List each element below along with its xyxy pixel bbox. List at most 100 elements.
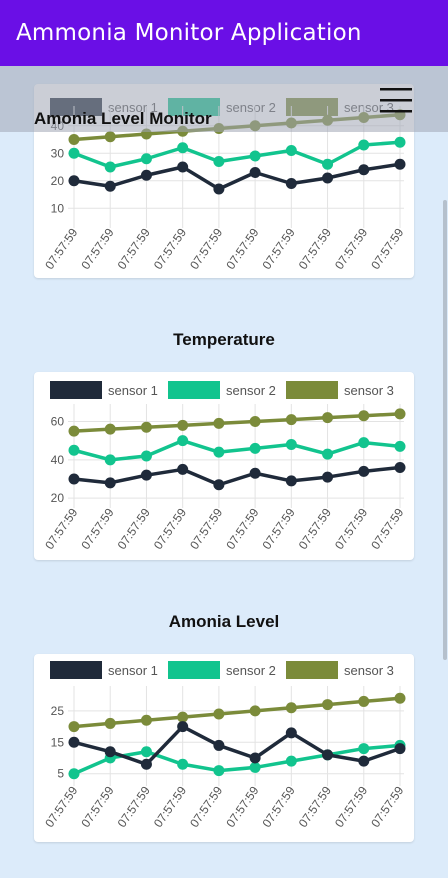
data-point-sensor-3[interactable]: [358, 695, 370, 707]
data-point-sensor-1[interactable]: [394, 462, 406, 473]
data-point-sensor-1[interactable]: [249, 467, 261, 479]
data-point-sensor-1[interactable]: [322, 749, 334, 761]
data-point-sensor-3[interactable]: [394, 692, 406, 704]
data-point-sensor-2[interactable]: [177, 435, 189, 447]
data-point-sensor-2[interactable]: [177, 142, 189, 154]
legend-swatch-2[interactable]: [168, 661, 220, 679]
legend-swatch-2[interactable]: [168, 381, 220, 399]
hamburger-menu-icon[interactable]: [378, 86, 414, 116]
data-point-sensor-2[interactable]: [322, 158, 334, 170]
data-point-sensor-1[interactable]: [358, 465, 370, 477]
legend-label-1[interactable]: sensor 1: [108, 663, 158, 678]
y-tick-label: 60: [51, 415, 65, 429]
data-point-sensor-2[interactable]: [177, 758, 189, 770]
data-point-sensor-3[interactable]: [249, 705, 261, 717]
data-point-sensor-3[interactable]: [104, 131, 116, 143]
data-point-sensor-1[interactable]: [213, 479, 225, 491]
data-point-sensor-1[interactable]: [394, 158, 406, 170]
legend-swatch-1[interactable]: [50, 661, 102, 679]
data-point-sensor-1[interactable]: [249, 167, 261, 178]
data-point-sensor-2[interactable]: [285, 755, 297, 767]
data-point-sensor-3[interactable]: [249, 416, 261, 427]
data-point-sensor-3[interactable]: [213, 417, 225, 429]
legend-label-3[interactable]: sensor 3: [344, 383, 394, 398]
data-point-sensor-2[interactable]: [394, 440, 406, 452]
data-point-sensor-2[interactable]: [104, 454, 116, 466]
data-point-sensor-1[interactable]: [68, 473, 80, 485]
y-tick-label: 20: [51, 491, 65, 505]
data-point-sensor-2[interactable]: [249, 442, 261, 454]
x-tick-label: 07:57:59: [187, 783, 225, 830]
data-point-sensor-1[interactable]: [104, 180, 116, 192]
data-point-sensor-2[interactable]: [213, 446, 225, 458]
data-point-sensor-2[interactable]: [68, 444, 80, 456]
scrollbar[interactable]: [443, 200, 447, 660]
data-point-sensor-1[interactable]: [177, 161, 189, 173]
data-point-sensor-3[interactable]: [104, 423, 116, 435]
data-point-sensor-3[interactable]: [322, 412, 334, 424]
x-tick-label: 07:57:59: [332, 783, 370, 830]
data-point-sensor-2[interactable]: [140, 746, 152, 758]
data-point-sensor-1[interactable]: [249, 752, 261, 764]
legend-label-3[interactable]: sensor 3: [344, 663, 394, 678]
legend-swatch-3[interactable]: [286, 381, 338, 399]
data-point-sensor-1[interactable]: [285, 475, 297, 487]
data-point-sensor-2[interactable]: [68, 147, 80, 159]
legend-label-2[interactable]: sensor 2: [226, 663, 276, 678]
data-point-sensor-3[interactable]: [285, 702, 297, 714]
data-point-sensor-2[interactable]: [104, 161, 116, 173]
data-point-sensor-2[interactable]: [358, 437, 370, 449]
data-point-sensor-3[interactable]: [322, 699, 334, 711]
data-point-sensor-2[interactable]: [358, 139, 370, 151]
data-point-sensor-3[interactable]: [177, 419, 189, 431]
legend-swatch-3[interactable]: [286, 661, 338, 679]
legend-label-1[interactable]: sensor 1: [108, 383, 158, 398]
data-point-sensor-1[interactable]: [358, 755, 370, 767]
data-point-sensor-3[interactable]: [68, 134, 80, 145]
data-point-sensor-1[interactable]: [394, 743, 406, 755]
data-point-sensor-1[interactable]: [322, 172, 334, 184]
data-point-sensor-2[interactable]: [394, 136, 406, 148]
data-point-sensor-3[interactable]: [177, 711, 189, 723]
data-point-sensor-3[interactable]: [213, 708, 225, 720]
data-point-sensor-1[interactable]: [322, 471, 334, 483]
data-point-sensor-3[interactable]: [285, 414, 297, 426]
legend-label-2[interactable]: sensor 2: [226, 383, 276, 398]
data-point-sensor-2[interactable]: [68, 768, 80, 780]
data-point-sensor-1[interactable]: [213, 739, 225, 751]
data-point-sensor-1[interactable]: [213, 183, 225, 195]
data-point-sensor-1[interactable]: [140, 758, 152, 770]
chart-card-temperature: sensor 1 sensor 2 sensor 3 20 40 60 07:57:59 07…: [34, 372, 414, 560]
data-point-sensor-1[interactable]: [140, 169, 152, 181]
data-point-sensor-2[interactable]: [213, 156, 225, 167]
data-point-sensor-1[interactable]: [285, 727, 297, 739]
data-point-sensor-1[interactable]: [285, 178, 297, 189]
data-point-sensor-1[interactable]: [177, 721, 189, 733]
data-point-sensor-1[interactable]: [104, 746, 116, 758]
data-point-sensor-1[interactable]: [177, 463, 189, 475]
data-point-sensor-2[interactable]: [322, 448, 334, 460]
data-point-sensor-2[interactable]: [140, 153, 152, 165]
data-point-sensor-3[interactable]: [140, 421, 152, 433]
data-point-sensor-1[interactable]: [140, 469, 152, 481]
data-point-sensor-3[interactable]: [104, 717, 116, 729]
x-tick-label: 07:57:59: [223, 225, 261, 272]
data-point-sensor-1[interactable]: [68, 736, 80, 748]
data-point-sensor-2[interactable]: [285, 439, 297, 450]
data-point-sensor-3[interactable]: [140, 714, 152, 726]
data-point-sensor-1[interactable]: [104, 477, 116, 489]
chart-temperature: sensor 1 sensor 2 sensor 320406007:57:5907…: [42, 381, 407, 552]
data-point-sensor-3[interactable]: [68, 425, 80, 437]
data-point-sensor-2[interactable]: [140, 450, 152, 462]
data-point-sensor-3[interactable]: [68, 721, 80, 733]
data-point-sensor-1[interactable]: [358, 164, 370, 176]
data-point-sensor-3[interactable]: [394, 408, 406, 420]
data-point-sensor-2[interactable]: [249, 150, 261, 162]
data-point-sensor-2[interactable]: [213, 765, 225, 777]
data-point-sensor-2[interactable]: [285, 145, 297, 156]
data-point-sensor-2[interactable]: [358, 743, 370, 755]
data-point-sensor-2[interactable]: [249, 761, 261, 773]
data-point-sensor-1[interactable]: [68, 175, 80, 187]
data-point-sensor-3[interactable]: [358, 410, 370, 422]
legend-swatch-1[interactable]: [50, 381, 102, 399]
